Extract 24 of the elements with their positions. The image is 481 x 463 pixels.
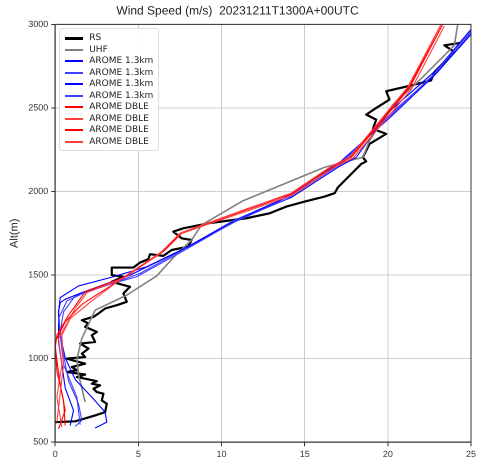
x-tick-label: 15 — [300, 449, 310, 460]
legend-label: UHF — [89, 44, 108, 55]
y-tick-label: 1500 — [28, 270, 48, 280]
y-tick-label: 1000 — [28, 353, 48, 364]
legend-label: AROME DBLE — [89, 136, 149, 147]
chart-title: Wind Speed (m/s) 20231211T1300A+00UTC — [116, 4, 359, 18]
legend-label: AROME DBLE — [89, 114, 149, 124]
y-tick-label: 3000 — [28, 18, 48, 29]
legend-label: AROME DBLE — [89, 125, 149, 136]
x-tick-label: 20 — [382, 449, 393, 460]
y-tick-label: 2500 — [28, 102, 48, 112]
legend-label: AROME 1.3km — [89, 68, 154, 78]
legend-label: AROME DBLE — [89, 102, 149, 112]
y-tick-label: 500 — [33, 436, 48, 447]
legend-label: AROME 1.3km — [89, 56, 154, 66]
legend-label: AROME 1.3km — [89, 90, 154, 101]
legend-label: AROME 1.3km — [89, 79, 154, 90]
x-tick-label: 5 — [136, 449, 141, 460]
x-tick-label: 25 — [466, 449, 476, 460]
x-tick-label: 10 — [216, 449, 227, 460]
legend-label: RS — [89, 33, 102, 44]
y-tick-label: 2000 — [28, 186, 48, 196]
y-axis-title: Alt(m) — [8, 218, 21, 248]
x-tick-label: 0 — [52, 449, 58, 460]
